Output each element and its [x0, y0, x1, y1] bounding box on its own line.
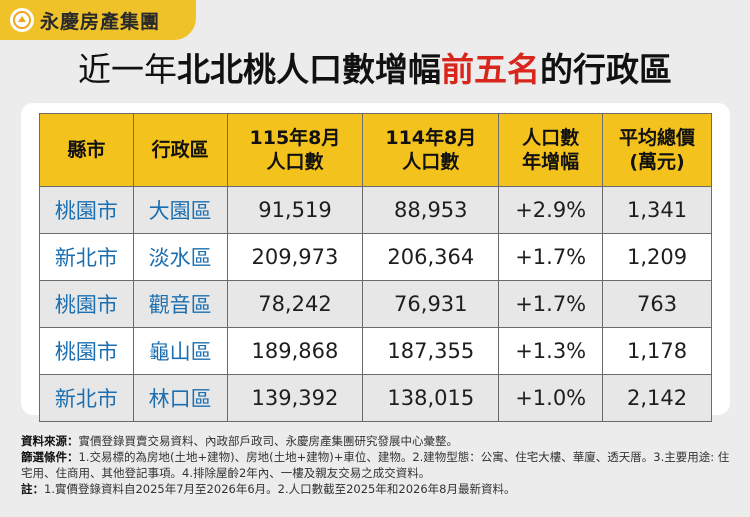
cell-price: 1,178: [602, 327, 712, 375]
table-row: 新北市 淡水區 209,973 206,364 +1.7% 1,209: [39, 233, 712, 281]
cell-price: 2,142: [602, 374, 712, 422]
cell-district: 淡水區: [132, 233, 228, 281]
cell-pop-current: 78,242: [226, 280, 364, 328]
brand-banner: 永慶房產集團: [0, 0, 196, 40]
cell-district: 觀音區: [132, 280, 228, 328]
header-city: 縣市: [39, 113, 134, 187]
cell-growth: +1.7%: [498, 233, 604, 281]
cell-growth: +1.3%: [498, 327, 604, 375]
note-text: 1.實價登錄資料自2025年7月至2026年6月。2.人口數截至2025年和20…: [44, 482, 516, 496]
header-pop-prev: 114年8月 人口數: [362, 113, 500, 187]
source-text: 實價登錄買賣交易資料、內政部戶政司、永慶房產集團研究發展中心彙整。: [78, 434, 459, 448]
cell-price: 1,209: [602, 233, 712, 281]
note-label: 註：: [21, 482, 44, 496]
cell-district: 龜山區: [132, 327, 228, 375]
brand-logo-icon: [10, 8, 34, 32]
source-label: 資料來源：: [21, 434, 79, 448]
cell-pop-prev: 138,015: [362, 374, 500, 422]
cell-district: 大園區: [132, 186, 228, 234]
title-highlight: 前五名: [441, 50, 540, 89]
table-row: 桃園市 觀音區 78,242 76,931 +1.7% 763: [39, 280, 712, 328]
table-header-row: 縣市 行政區 115年8月 人口數 114年8月 人口數 人口數 年增幅 平均總價 (萬…: [39, 113, 712, 187]
cell-pop-prev: 206,364: [362, 233, 500, 281]
cell-pop-current: 209,973: [226, 233, 364, 281]
header-price: 平均總價 (萬元): [602, 113, 712, 187]
cell-growth: +1.7%: [498, 280, 604, 328]
header-pop-current: 115年8月 人口數: [226, 113, 364, 187]
cell-district: 林口區: [132, 374, 228, 422]
cell-city: 新北市: [39, 374, 134, 422]
cell-pop-current: 91,519: [226, 186, 364, 234]
table-row: 桃園市 大園區 91,519 88,953 +2.9% 1,341: [39, 186, 712, 234]
cell-pop-current: 189,868: [226, 327, 364, 375]
title-prefix: 近一年: [78, 50, 177, 89]
cell-pop-prev: 187,355: [362, 327, 500, 375]
table-row: 桃園市 龜山區 189,868 187,355 +1.3% 1,178: [39, 327, 712, 375]
cell-growth: +2.9%: [498, 186, 604, 234]
table-row: 新北市 林口區 139,392 138,015 +1.0% 2,142: [39, 374, 712, 422]
source-note: 資料來源：實價登錄買賣交易資料、內政部戶政司、永慶房產集團研究發展中心彙整。: [21, 433, 733, 449]
filter-label: 篩選條件：: [21, 450, 79, 464]
cell-city: 桃園市: [39, 186, 134, 234]
title-suffix: 的行政區: [540, 50, 672, 89]
cell-city: 新北市: [39, 233, 134, 281]
filter-note: 篩選條件：1.交易標的為房地(土地+建物)、房地(土地+建物)+車位、建物。2.…: [21, 449, 733, 481]
cell-growth: +1.0%: [498, 374, 604, 422]
cell-price: 763: [602, 280, 712, 328]
title-main: 北北桃人口數增幅: [177, 50, 441, 89]
cell-price: 1,341: [602, 186, 712, 234]
header-growth: 人口數 年增幅: [498, 113, 604, 187]
cell-city: 桃園市: [39, 280, 134, 328]
header-district: 行政區: [132, 113, 228, 187]
footnotes: 資料來源：實價登錄買賣交易資料、內政部戶政司、永慶房產集團研究發展中心彙整。 篩…: [21, 433, 733, 497]
cell-city: 桃園市: [39, 327, 134, 375]
cell-pop-current: 139,392: [226, 374, 364, 422]
filter-text: 1.交易標的為房地(土地+建物)、房地(土地+建物)+車位、建物。2.建物型態：…: [21, 450, 730, 480]
ranking-table: 縣市 行政區 115年8月 人口數 114年8月 人口數 人口數 年增幅 平均總價 (萬…: [39, 113, 712, 422]
cell-pop-prev: 76,931: [362, 280, 500, 328]
brand-name: 永慶房產集團: [40, 10, 161, 33]
footnote: 註：1.實價登錄資料自2025年7月至2026年6月。2.人口數截至2025年和…: [21, 481, 733, 497]
table-card: 縣市 行政區 115年8月 人口數 114年8月 人口數 人口數 年增幅 平均總價 (萬…: [21, 103, 730, 422]
cell-pop-prev: 88,953: [362, 186, 500, 234]
page-title: 近一年北北桃人口數增幅前五名的行政區: [0, 48, 750, 92]
